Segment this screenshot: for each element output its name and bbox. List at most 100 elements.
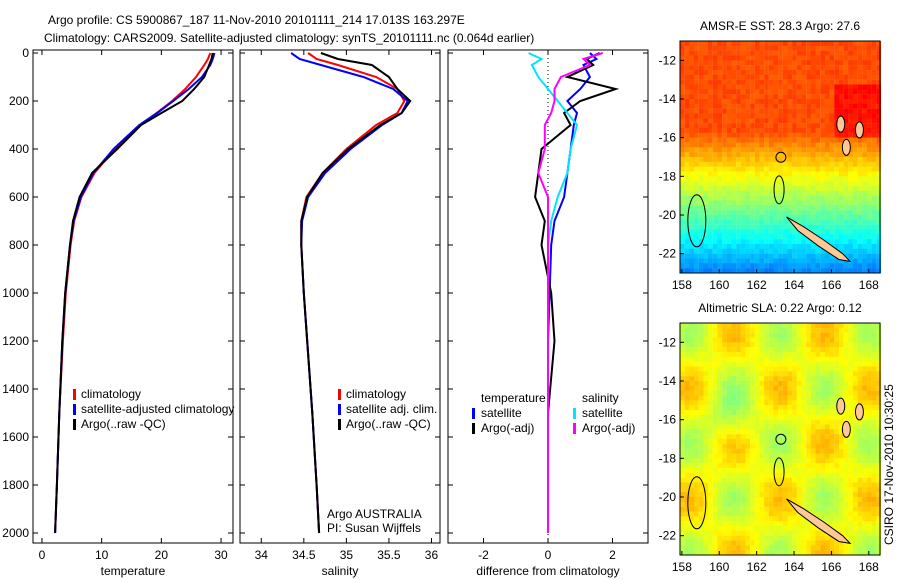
map-cell (820, 550, 825, 556)
map-cell (810, 268, 816, 274)
map-cell (778, 526, 783, 532)
map-cell (857, 463, 863, 469)
map-cell (750, 352, 755, 358)
map-cell (754, 458, 760, 464)
map-cell (768, 540, 774, 546)
map-cell (848, 219, 853, 225)
map-cell (778, 501, 783, 507)
map-cell (866, 103, 872, 109)
map-cell (731, 458, 737, 464)
map-cell (736, 55, 741, 61)
map-cell (792, 190, 797, 196)
map-cell (708, 234, 713, 240)
map-cell (866, 468, 872, 474)
map-cell (852, 337, 858, 343)
map-cell (745, 395, 751, 401)
map-cell (829, 118, 835, 124)
map-cell (694, 376, 699, 382)
x-tick-label: 36 (425, 548, 439, 562)
map-cell (866, 521, 872, 527)
map-cell (815, 50, 821, 56)
map-cell (698, 501, 704, 507)
map-cell (759, 128, 765, 134)
map-cell (787, 458, 793, 464)
map-cell (731, 492, 737, 498)
map-cell (759, 390, 765, 396)
map-cell (764, 195, 769, 201)
map-cell (787, 94, 793, 100)
map-cell (680, 414, 685, 420)
map-cell (815, 323, 821, 329)
map-cell (824, 210, 830, 216)
map-cell (754, 506, 760, 512)
map-cell (824, 84, 830, 90)
map-cell (680, 45, 685, 51)
map-cell (801, 405, 807, 411)
map-cell (745, 123, 751, 129)
map-cell (703, 371, 709, 377)
reef-contour (773, 175, 785, 205)
map-cell (857, 248, 863, 254)
map-cell (764, 74, 769, 80)
map-cell (768, 352, 774, 358)
map-cell (750, 342, 755, 348)
map-cell (731, 506, 737, 512)
map-cell (764, 50, 769, 56)
legend-swatch (338, 419, 341, 430)
map-cell (708, 89, 713, 95)
map-cell (778, 424, 783, 430)
map-cell (689, 497, 695, 503)
map-cell (745, 400, 751, 406)
map-cell (782, 526, 788, 532)
map-cell (731, 526, 737, 532)
map-cell (773, 41, 779, 47)
map-cell (768, 356, 774, 362)
map-cell (740, 390, 746, 396)
map-cell (708, 434, 713, 440)
map-cell (694, 161, 699, 167)
map-cell (759, 84, 765, 90)
map-cell (871, 190, 877, 196)
map-cell (792, 419, 797, 425)
map-cell (768, 472, 774, 478)
map-cell (736, 530, 741, 536)
map-cell (862, 506, 867, 512)
map-cell (726, 487, 732, 493)
map-cell (768, 244, 774, 250)
map-cell (740, 190, 746, 196)
map-cell (862, 186, 867, 192)
map-cell (736, 424, 741, 430)
legend-title-temperature: temperature (481, 391, 546, 405)
map-cell (712, 361, 718, 367)
map-cell (745, 128, 751, 134)
map-cell (806, 45, 811, 51)
map-cell (838, 263, 844, 269)
map-cell (703, 157, 709, 163)
map-cell (852, 55, 858, 61)
map-cell (801, 244, 807, 250)
map-cell (684, 147, 690, 153)
map-cell (684, 244, 690, 250)
map-cell (722, 395, 727, 401)
map-cell (829, 234, 835, 240)
map-cell (680, 113, 685, 119)
map-cell (782, 327, 788, 333)
map-cell (834, 434, 839, 440)
map-cell (768, 342, 774, 348)
map-cell (796, 419, 802, 425)
map-cell (866, 366, 872, 372)
map-cell (754, 244, 760, 250)
map-cell (834, 342, 839, 348)
map-cell (768, 482, 774, 488)
map-cell (698, 390, 704, 396)
map-cell (759, 487, 765, 493)
map-cell (698, 253, 704, 259)
map-cell (792, 137, 797, 143)
map-cell (876, 89, 882, 95)
map-cell (787, 506, 793, 512)
map-cell (722, 477, 727, 483)
map-cell (866, 118, 872, 124)
map-cell (801, 171, 807, 177)
map-cell (806, 410, 811, 416)
map-cell (745, 327, 751, 333)
